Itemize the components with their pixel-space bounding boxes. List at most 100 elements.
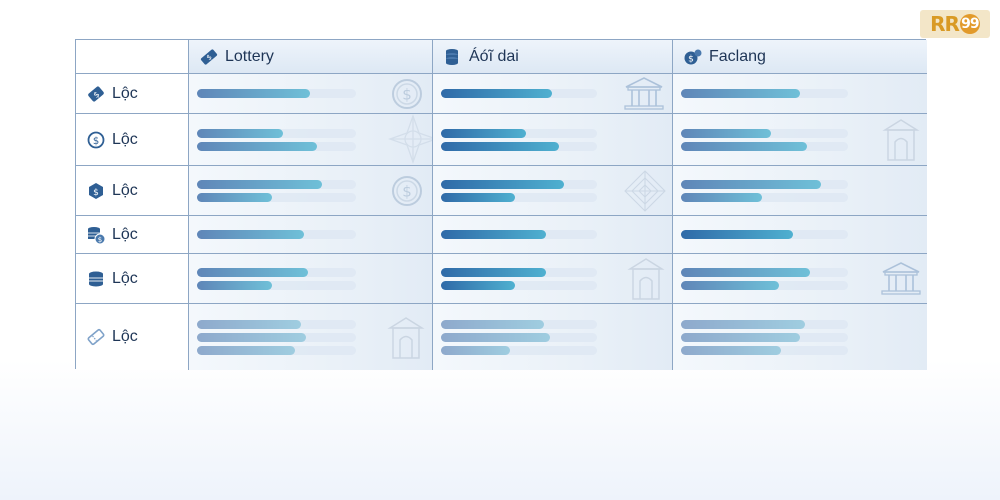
progress-bar [441,345,598,355]
progress-bar-fill [441,332,551,342]
comparison-table: $ Lottery Áóĩ dai $ Faclang $ Lộc $ $ Lộc $ Lộ… [75,39,927,370]
progress-bar [681,345,848,355]
gate-decoration-icon [384,314,428,367]
progress-bar [197,89,356,98]
data-cell-r4-c1 [189,216,433,254]
progress-bar [681,192,848,202]
row-label-text: Lộc [112,181,138,199]
progress-bar [441,280,598,290]
progress-bar-fill [441,179,564,189]
data-cell-r3-c2 [433,166,673,216]
progress-bar [681,267,848,277]
progress-bar [681,332,848,342]
data-cell-r1-c3 [673,74,927,114]
column-header-lottery: $ Lottery [189,40,433,74]
progress-bar-fill [197,280,272,290]
progress-bar [441,319,598,329]
data-cell-r2-c2 [433,114,673,166]
progress-bar-fill [441,319,544,329]
svg-text:$: $ [205,52,214,61]
progress-bar [681,141,848,151]
progress-bar [681,179,848,189]
progress-bar-fill [441,230,546,239]
temple-decoration-icon [622,75,666,113]
progress-bar-fill [441,345,511,355]
progress-bar-fill [197,192,272,202]
ticket-icon: $ [200,48,218,65]
data-cell-r2-c1 [189,114,433,166]
progress-bar [441,128,598,138]
progress-bar [441,192,598,202]
progress-bar-fill [441,89,553,98]
gate-decoration-icon [624,255,668,303]
progress-bar-fill [441,128,526,138]
progress-bar [441,267,598,277]
progress-bar-fill [681,230,793,239]
svg-text:$: $ [93,188,99,198]
progress-bar-fill [197,230,304,239]
column-header-aoi-dai: Áóĩ dai [433,40,673,74]
progress-bar [197,319,356,329]
progress-bar [681,89,848,98]
data-cell-r5-c3 [673,254,927,304]
data-cell-r5-c1 [189,254,433,304]
row-label-2: $ Lộc [76,114,189,166]
progress-bar-fill [681,345,781,355]
progress-bar-fill [197,128,284,138]
progress-bar [197,230,356,239]
column-header-label: Lottery [225,47,274,65]
data-cell-r1-c1: $ [189,74,433,114]
data-cell-r6-c3 [673,304,927,370]
progress-bar [681,280,848,290]
progress-bar [197,141,356,151]
money-bag-icon: $ [684,49,702,64]
tag-dollar-icon: $ [86,84,106,104]
progress-bar [681,230,848,239]
svg-text:$: $ [688,54,694,64]
progress-bar-fill [681,280,779,290]
row-label-text: Lộc [112,130,138,148]
progress-bar-fill [681,319,805,329]
progress-bar-fill [441,141,560,151]
column-header-label: Faclang [709,47,766,65]
progress-bar [681,128,848,138]
lattice-decoration-icon [622,168,668,215]
progress-bar-fill [681,179,822,189]
progress-bar [197,280,356,290]
progress-bar-fill [681,192,762,202]
progress-bar-fill [197,345,295,355]
data-cell-r6-c2 [433,304,673,370]
coin-stack-icon [446,48,458,65]
progress-bar [197,267,356,277]
shield-dollar-icon: $ [86,181,106,201]
progress-bar-fill [681,89,800,98]
progress-bar-fill [441,280,515,290]
svg-text:$: $ [98,236,102,244]
progress-bar-fill [681,267,810,277]
progress-bar [441,141,598,151]
row-label-4: $ Lộc [76,216,189,254]
progress-bar-fill [681,332,800,342]
brand-logo-suffix: 99 [959,14,980,34]
coins-dollar-icon: $ [86,225,106,245]
dollar-circle-icon: $ [86,130,106,150]
progress-bar [197,192,356,202]
progress-bar [197,332,356,342]
gate-decoration-icon [879,116,923,165]
progress-bar [197,345,356,355]
row-label-6: Lộc [76,304,189,370]
progress-bar [197,179,356,189]
progress-bar [441,332,598,342]
progress-bar-fill [681,141,808,151]
brand-logo: RR 99 [920,10,990,38]
data-cell-r5-c2 [433,254,673,304]
progress-bar-fill [197,89,311,98]
row-label-3: $ Lộc [76,166,189,216]
data-cell-r3-c3 [673,166,927,216]
data-cell-r4-c2 [433,216,673,254]
progress-bar-fill [197,319,302,329]
progress-bar-fill [681,128,772,138]
progress-bar-fill [441,267,546,277]
coin-decoration-icon: $ [390,77,424,113]
progress-bar-fill [197,332,306,342]
